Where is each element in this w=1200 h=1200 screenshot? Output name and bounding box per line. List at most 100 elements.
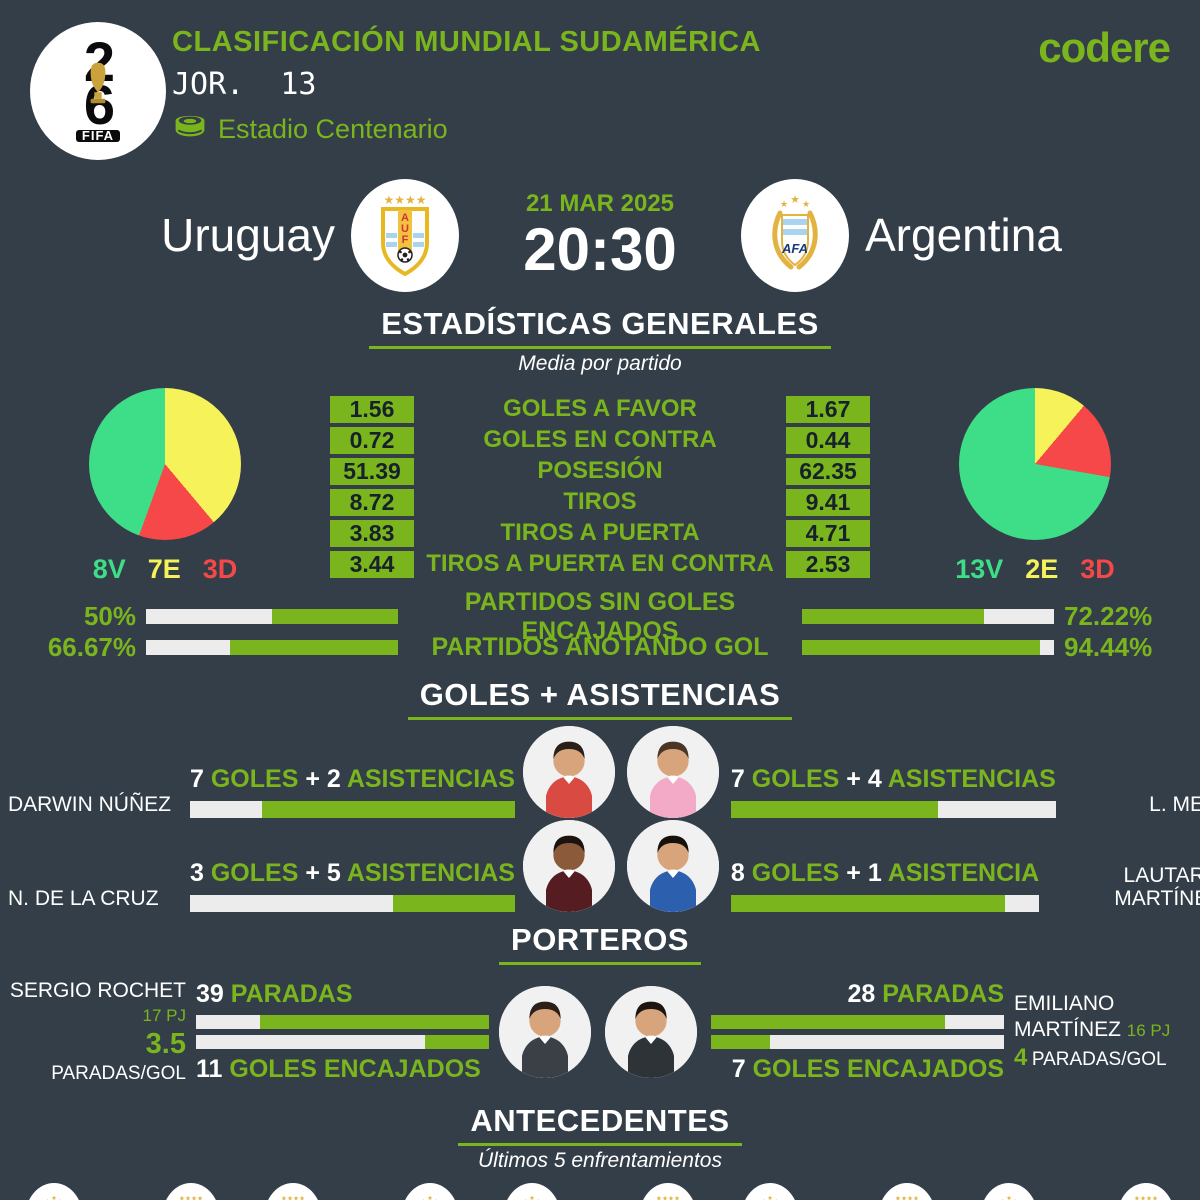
away-wins-label: 13V — [955, 554, 1004, 584]
player-photo-sergio-rochet — [499, 986, 591, 1078]
away-saves-bar — [711, 1015, 1004, 1029]
home-player-name: N. DE LA CRUZ — [8, 886, 159, 910]
away-goalkeeper-matches: 16 PJ — [1126, 1021, 1171, 1040]
away-goalkeeper-bars: 28 PARADAS 7 GOLES ENCAJADOS — [711, 980, 1004, 1084]
away-record-pie-chart — [959, 388, 1111, 540]
stat-row-tiros-puerta-contra: 3.44 TIROS A PUERTA EN CONTRA 2.53 — [330, 550, 870, 578]
away-player-name: LAUTARO MARTÍNEZ — [1114, 863, 1200, 910]
h2h-header: ANTECEDENTES Últimos 5 enfrentamientos — [0, 1103, 1200, 1173]
goalkeepers-row: SERGIO ROCHET 17 PJ 3.5 PARADAS/GOL 39 P… — [0, 973, 1200, 1091]
h2h-score-row: 0-2 — [7, 1183, 239, 1200]
conceded-label: GOLES ENCAJADOS — [752, 1055, 1004, 1083]
home-statline: 3 GOLES + 5 ASISTENCIAS — [190, 859, 515, 888]
argentina-crest-icon — [762, 193, 828, 277]
saves-value: 39 — [196, 980, 224, 1008]
away-goalkeeper-first-name: EMILIANO — [1014, 991, 1115, 1015]
away-conceded-bar — [711, 1035, 1004, 1049]
away-pct-value: 94.44% — [1064, 632, 1153, 662]
stadium-icon — [172, 110, 208, 149]
home-stat-value: 3.83 — [330, 519, 414, 547]
away-saves-per-goal-value: 4 — [1014, 1044, 1028, 1072]
assists-value: 5 — [326, 859, 341, 887]
pct-row-label: PARTIDOS SIN GOLES ENCAJADOS — [464, 587, 736, 645]
h2h-title: ANTECEDENTES — [458, 1103, 742, 1146]
fifa-label: FIFA — [75, 129, 121, 143]
away-player-stats: 7 GOLES + 4 ASISTENCIAS — [730, 765, 1056, 818]
goals-label: GOLES — [210, 859, 299, 887]
stat-label: POSESIÓN — [537, 457, 663, 484]
away-player-bar — [730, 801, 1056, 818]
home-record-pie-chart — [89, 388, 241, 540]
assists-label: ASISTENCIAS — [887, 765, 1056, 793]
away-record-legend: 13V 2E 3D — [955, 554, 1115, 585]
stat-label: GOLES A FAVOR — [503, 395, 697, 422]
home-player-bar — [190, 801, 515, 818]
player-photo-emiliano-martinez — [605, 986, 697, 1078]
goals-value: 7 — [190, 765, 204, 793]
h2h-left-crest — [741, 1183, 800, 1200]
match-date: 21 MAR 2025 — [525, 189, 675, 217]
h2h-right-crest — [162, 1183, 221, 1200]
away-goalkeeper-last-name-row: MARTÍNEZ 16 PJ — [1014, 1017, 1192, 1043]
home-saves-statline: 39 PARADAS — [196, 980, 489, 1009]
home-player-stats: 7 GOLES + 2 ASISTENCIAS — [190, 765, 515, 818]
assists-value: 1 — [867, 859, 882, 887]
pct-row-label: PARTIDOS ANOTANDO GOL — [431, 633, 769, 661]
header-text: CLASIFICACIÓN MUNDIAL SUDAMÉRICA JOR. 13… — [172, 26, 761, 149]
home-player-stats: 3 GOLES + 5 ASISTENCIAS — [190, 859, 515, 912]
home-stat-value: 0.72 — [330, 426, 414, 454]
goals-label: GOLES — [751, 859, 840, 887]
home-saves-per-goal-value: 3.5 — [145, 1027, 186, 1060]
goals-assists-row-1: DARWIN NÚÑEZ 7 GOLES + 2 ASISTENCIAS 7 G… — [0, 726, 1200, 818]
home-pct-bar — [146, 640, 398, 655]
h2h-score: 0-1 — [331, 1196, 392, 1200]
h2h-match-2: 0-1 13 NOV 2021 Clasificación Mundial Su… — [245, 1183, 477, 1200]
away-stat-value: 1.67 — [786, 395, 870, 423]
away-player-stats: 8 GOLES + 1 ASISTENCIA — [730, 859, 1040, 912]
home-pct-value: 50% — [83, 601, 136, 631]
home-saves-per-goal-label: PARADAS/GOL — [51, 1063, 186, 1084]
away-pct-bar — [802, 640, 1054, 655]
away-stat-value: 4.71 — [786, 519, 870, 547]
codere-logo: codere — [1038, 24, 1171, 71]
conceded-label: GOLES ENCAJADOS — [229, 1055, 481, 1083]
away-player-bar — [730, 895, 1040, 912]
h2h-right-crest — [639, 1183, 698, 1200]
conceded-value: 7 — [731, 1055, 746, 1083]
h2h-score: 2-2 — [1047, 1196, 1108, 1200]
player-photo-lautaro-martinez — [626, 820, 719, 912]
h2h-match-4: 1-0 19 JUN 2021 Copa América — [723, 1183, 955, 1200]
stat-label: TIROS — [563, 488, 637, 515]
away-draws-label: 2E — [1025, 554, 1059, 584]
saves-value: 28 — [847, 980, 876, 1008]
percentage-bars: 50% PARTIDOS SIN GOLES ENCAJADOS 72.22% … — [0, 588, 1200, 663]
general-stats-subtitle: Media por partido — [518, 352, 682, 375]
h2h-score-row: 2-2 — [961, 1183, 1193, 1200]
away-saves-per-goal-label: PARADAS/GOL — [1031, 1049, 1167, 1071]
uruguay-crest-icon — [381, 193, 429, 276]
home-stat-value: 1.56 — [330, 395, 414, 423]
home-conceded-bar — [196, 1035, 489, 1049]
stat-comparison-rows: 1.56 GOLES A FAVOR 1.67 0.72 GOLES EN CO… — [330, 395, 870, 578]
scoring-games-row: 66.67% PARTIDOS ANOTANDO GOL 94.44% — [0, 632, 1200, 663]
home-team-crest — [351, 178, 459, 292]
saves-label: PARADAS — [230, 980, 353, 1008]
goals-value: 7 — [730, 765, 745, 793]
away-stat-value: 0.44 — [786, 426, 870, 454]
saves-label: PARADAS — [882, 980, 1004, 1008]
away-statline: 7 GOLES + 4 ASISTENCIAS — [731, 765, 1056, 794]
h2h-left-crest — [263, 1183, 322, 1200]
away-goalkeeper-info: EMILIANO MARTÍNEZ 16 PJ 4 PARADAS/GOL — [1014, 991, 1192, 1074]
home-stat-value: 3.44 — [330, 550, 414, 578]
player-photo-n-de-la-cruz — [522, 820, 615, 912]
away-stat-value: 2.53 — [786, 550, 870, 578]
away-player-name: L. MESSI — [1149, 792, 1200, 816]
home-goalkeeper-bars: 39 PARADAS 11 GOLES ENCAJADOS — [196, 980, 489, 1084]
goals-value: 8 — [730, 859, 745, 887]
h2h-match-5: 2-2 18 NOV 2019 Amistosos Selecciones — [961, 1183, 1193, 1200]
h2h-score: 0-2 — [92, 1196, 153, 1200]
away-goalkeeper-last-name: MARTÍNEZ — [1014, 1018, 1121, 1041]
plus-sign: + — [846, 859, 861, 887]
away-record-pie-block: 13V 2E 3D — [870, 388, 1200, 585]
away-statline: 8 GOLES + 1 ASISTENCIA — [731, 859, 1039, 888]
